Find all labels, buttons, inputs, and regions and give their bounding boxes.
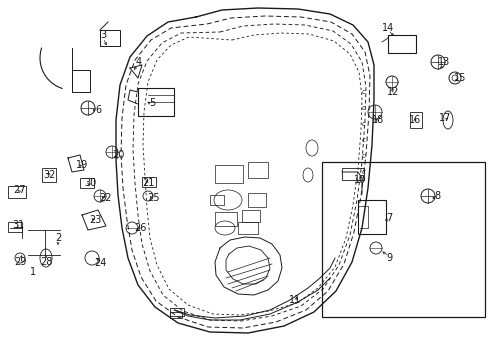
Text: c: c <box>361 169 365 175</box>
Bar <box>247 162 267 178</box>
Bar <box>170 312 182 318</box>
Text: 20: 20 <box>112 150 124 160</box>
Text: 11: 11 <box>288 295 301 305</box>
Text: 6: 6 <box>95 105 101 115</box>
Bar <box>142 177 156 187</box>
Text: 8: 8 <box>433 191 439 201</box>
Text: 17: 17 <box>438 113 450 123</box>
Bar <box>341 168 363 180</box>
Text: 14: 14 <box>381 23 393 33</box>
Bar <box>42 168 56 182</box>
Bar <box>138 88 174 116</box>
Text: c: c <box>361 137 365 143</box>
Text: 7: 7 <box>385 213 391 223</box>
Text: 1: 1 <box>30 267 36 277</box>
Text: 31: 31 <box>12 220 24 230</box>
Bar <box>238 222 258 234</box>
Bar <box>80 178 94 188</box>
Bar <box>321 162 484 317</box>
Text: c: c <box>361 153 365 159</box>
Text: 32: 32 <box>44 170 56 180</box>
Text: 28: 28 <box>40 257 52 267</box>
Bar <box>72 70 90 92</box>
Text: 23: 23 <box>89 215 101 225</box>
Text: 3: 3 <box>100 30 106 40</box>
Text: 25: 25 <box>146 193 159 203</box>
Bar <box>247 193 265 207</box>
Text: 18: 18 <box>371 115 384 125</box>
Text: 16: 16 <box>408 115 420 125</box>
Text: 27: 27 <box>14 185 26 195</box>
Bar <box>242 210 260 222</box>
Text: 21: 21 <box>142 178 154 188</box>
Bar <box>100 30 120 46</box>
Text: 19: 19 <box>76 160 88 170</box>
Bar <box>8 222 22 232</box>
Text: 24: 24 <box>94 258 106 268</box>
Bar <box>170 308 183 316</box>
Text: 10: 10 <box>353 175 366 185</box>
Bar <box>387 35 415 53</box>
Bar <box>8 186 26 198</box>
Text: 13: 13 <box>437 57 449 67</box>
Text: 5: 5 <box>148 98 155 108</box>
Text: 12: 12 <box>386 87 398 97</box>
Text: 30: 30 <box>84 178 96 188</box>
Bar <box>215 165 243 183</box>
Text: 9: 9 <box>385 253 391 263</box>
Text: 26: 26 <box>134 223 146 233</box>
Text: c: c <box>361 89 365 95</box>
Bar <box>409 112 421 128</box>
Text: 2: 2 <box>55 233 61 243</box>
Bar <box>209 195 224 205</box>
Bar <box>357 200 385 234</box>
Bar <box>215 212 237 226</box>
Text: 15: 15 <box>453 73 465 83</box>
Text: 29: 29 <box>14 257 26 267</box>
Text: c: c <box>361 121 365 127</box>
Text: c: c <box>361 105 365 111</box>
Text: 4: 4 <box>136 57 142 67</box>
Text: 22: 22 <box>99 193 111 203</box>
